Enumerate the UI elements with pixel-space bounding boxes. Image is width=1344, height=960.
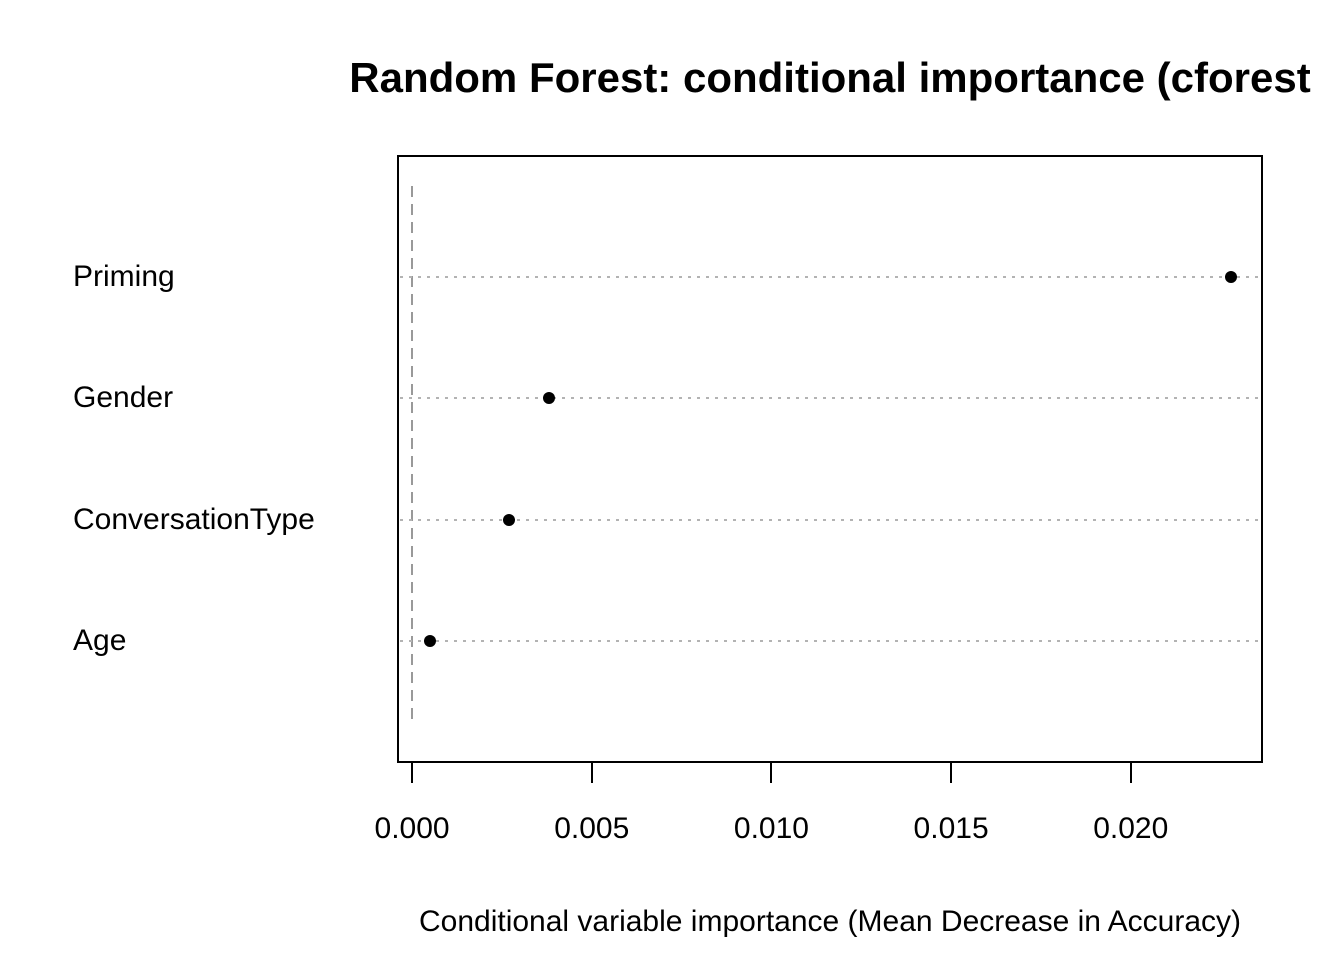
x-tick-label: 0.000 bbox=[374, 812, 450, 845]
y-category-label: Gender bbox=[73, 381, 174, 415]
x-tick bbox=[411, 763, 414, 783]
data-point bbox=[503, 513, 516, 526]
y-category-label: ConversationType bbox=[73, 502, 315, 536]
x-tick-label: 0.015 bbox=[913, 812, 989, 845]
grid-line bbox=[400, 275, 1259, 278]
grid-line bbox=[400, 640, 1259, 643]
data-point bbox=[1225, 270, 1238, 283]
zero-reference-line bbox=[411, 186, 414, 723]
y-category-label: Priming bbox=[73, 259, 175, 293]
y-category-label: Age bbox=[73, 624, 127, 658]
plot-area bbox=[397, 155, 1263, 763]
x-tick-label: 0.005 bbox=[554, 812, 630, 845]
x-tick bbox=[590, 763, 593, 783]
x-axis-label: Conditional variable importance (Mean De… bbox=[418, 905, 1242, 938]
chart-title: Random Forest: conditional importance (c… bbox=[349, 54, 1311, 101]
x-tick bbox=[770, 763, 773, 783]
data-point bbox=[542, 392, 555, 405]
x-tick bbox=[1129, 763, 1132, 783]
x-tick bbox=[950, 763, 953, 783]
grid-line bbox=[400, 518, 1259, 521]
grid-line bbox=[400, 397, 1259, 400]
data-point bbox=[424, 635, 437, 648]
x-tick-label: 0.020 bbox=[1093, 812, 1169, 845]
x-tick-label: 0.010 bbox=[733, 812, 809, 845]
